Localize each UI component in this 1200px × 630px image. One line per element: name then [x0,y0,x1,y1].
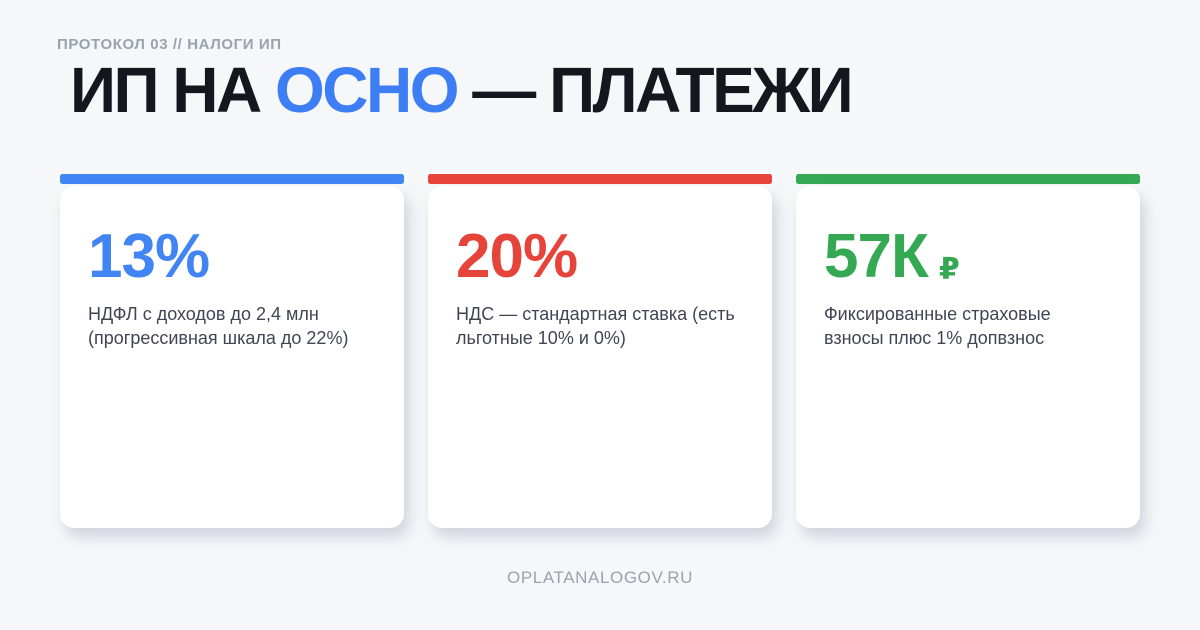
card-description: НДФЛ с доходов до 2,4 млн (прогрессивная… [88,304,349,348]
card-description: НДС — стандартная ставка (есть льготные … [456,304,735,348]
card-accent-bar [428,174,772,184]
header: ПРОТОКОЛ 03 // НАЛОГИ ИП ИП НА ОСНО — ПЛ… [57,36,854,126]
card-accent-bar [60,174,404,184]
card-panel: 57К ₽ Фиксированные страховые взносы плю… [796,186,1140,528]
card-value-row: 20% [456,226,744,288]
card-value: 20% [456,222,578,291]
card-accent-bar [796,174,1140,184]
stat-card-nds: 20% НДС — стандартная ставка (есть льгот… [428,174,772,528]
card-value: 13% [88,222,210,291]
stat-cards-row: 13% НДФЛ с доходов до 2,4 млн (прогресси… [60,174,1140,528]
page-title-suffix: — ПЛАТЕЖИ [457,54,853,126]
page-title-highlight: ОСНО [275,54,460,126]
stat-card-ndfl: 13% НДФЛ с доходов до 2,4 млн (прогресси… [60,174,404,528]
card-description: Фиксированные страховые взносы плюс 1% д… [824,304,1051,348]
stat-card-vznosy: 57К ₽ Фиксированные страховые взносы плю… [796,174,1140,528]
page-title-prefix: ИП НА [70,54,275,126]
eyebrow-label: ПРОТОКОЛ 03 // НАЛОГИ ИП [57,36,282,53]
ruble-sign-icon: ₽ [938,253,960,286]
card-value-row: 13% [88,226,376,288]
page-title: ИП НА ОСНО — ПЛАТЕЖИ [70,54,854,126]
card-panel: 13% НДФЛ с доходов до 2,4 млн (прогресси… [60,186,404,528]
card-panel: 20% НДС — стандартная ставка (есть льгот… [428,186,772,528]
site-url: OPLATANALOGOV.RU [507,568,693,587]
card-value: 57К [824,222,929,291]
card-value-row: 57К ₽ [824,226,1112,288]
